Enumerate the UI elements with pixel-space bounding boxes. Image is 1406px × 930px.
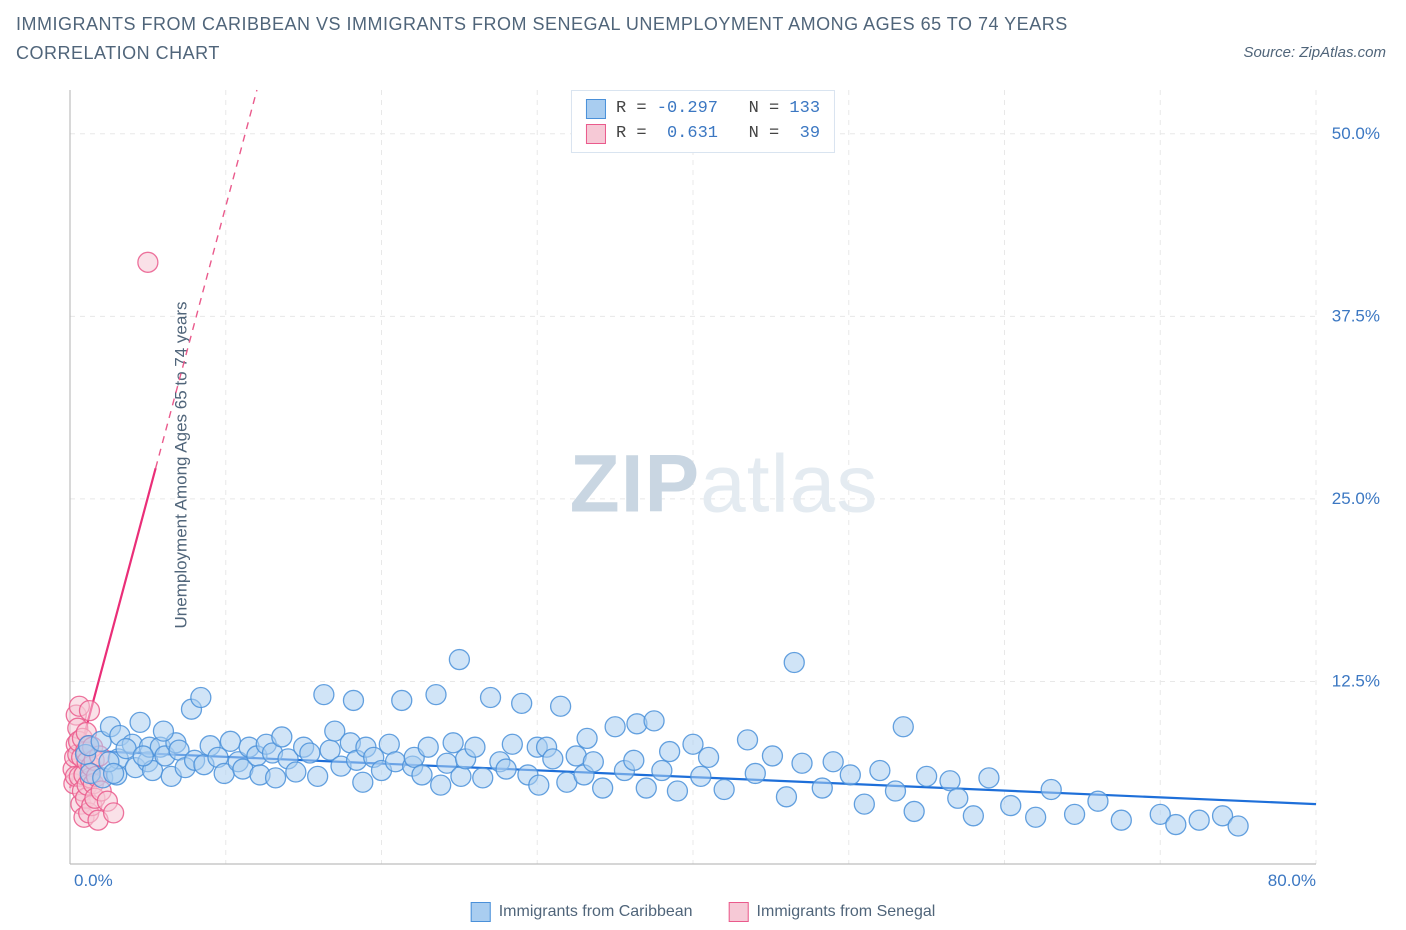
legend-label: Immigrants from Senegal [757, 903, 936, 921]
stats-row-pink: R = 0.631 N = 39 [586, 122, 820, 147]
legend-label: Immigrants from Caribbean [499, 903, 693, 921]
source-label: Source: ZipAtlas.com [1243, 44, 1386, 61]
plot-area: ZIPatlas 12.5%25.0%37.5%50.0%0.0%80.0% [62, 86, 1386, 892]
svg-text:50.0%: 50.0% [1332, 124, 1380, 143]
stats-legend: R = -0.297 N = 133 R = 0.631 N = 39 [571, 90, 835, 153]
svg-text:12.5%: 12.5% [1332, 671, 1380, 690]
legend-item-caribbean[interactable]: Immigrants from Caribbean [471, 902, 693, 922]
svg-text:37.5%: 37.5% [1332, 306, 1380, 325]
stats-row-blue: R = -0.297 N = 133 [586, 97, 820, 122]
legend-item-senegal[interactable]: Immigrants from Senegal [729, 902, 936, 922]
scatter-plot: 12.5% 25.0% 37.5% 50.0% 0.0% 80.0% [62, 86, 1386, 892]
swatch-pink-icon [586, 124, 606, 144]
swatch-blue-icon [586, 99, 606, 119]
swatch-pink-icon [729, 902, 749, 922]
chart-title: IMMIGRANTS FROM CARIBBEAN VS IMMIGRANTS … [16, 10, 1116, 68]
svg-text:80.0%: 80.0% [1268, 871, 1316, 890]
svg-text:25.0%: 25.0% [1332, 489, 1380, 508]
svg-text:0.0%: 0.0% [74, 871, 113, 890]
swatch-blue-icon [471, 902, 491, 922]
series-legend: Immigrants from Caribbean Immigrants fro… [471, 902, 936, 922]
